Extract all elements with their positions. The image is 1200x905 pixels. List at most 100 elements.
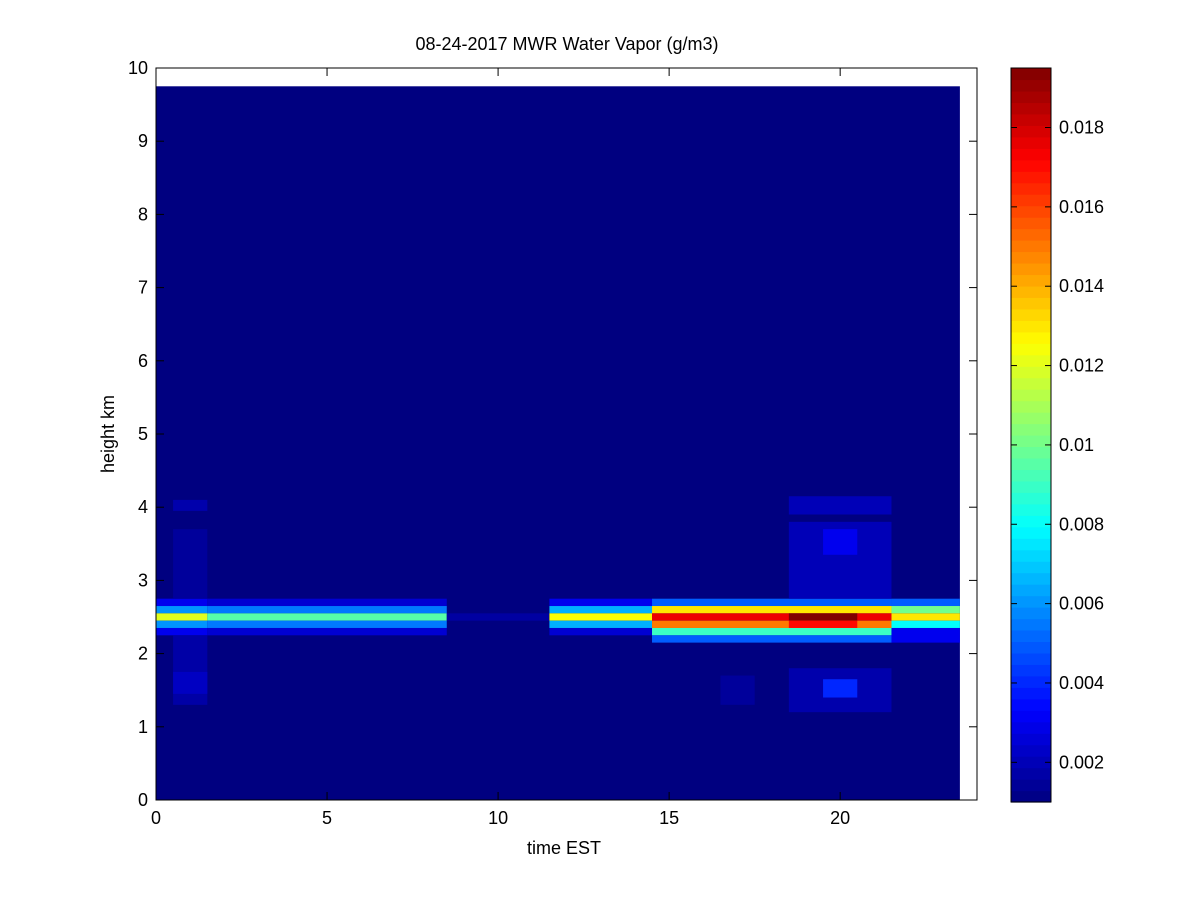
y-tick-label: 5 [138, 424, 148, 444]
heatmap-cell [891, 613, 960, 621]
colorbar-strip [1011, 503, 1051, 516]
colorbar-strip [1011, 698, 1051, 711]
colorbar-strip [1011, 469, 1051, 482]
heatmap-cell [549, 613, 653, 621]
heatmap-cell [549, 627, 653, 636]
colorbar-strip [1011, 205, 1051, 218]
colorbar-strip [1011, 618, 1051, 631]
colorbar-strip [1011, 308, 1051, 321]
colorbar-strip [1011, 779, 1051, 792]
heatmap-cell [156, 613, 208, 621]
colorbar-strip [1011, 68, 1051, 81]
heatmap-cell [652, 613, 892, 621]
colorbar-strip [1011, 733, 1051, 746]
y-tick-label: 8 [138, 204, 148, 224]
colorbar-strip [1011, 240, 1051, 253]
y-tick-label: 0 [138, 790, 148, 810]
heatmap-cell [173, 671, 208, 694]
y-tick-label: 2 [138, 644, 148, 664]
colorbar-strip [1011, 549, 1051, 562]
heatmap-cell [549, 620, 653, 628]
heatmap-cell [156, 627, 208, 636]
colorbar: 0.002 0.004 0.006 0.008 0.01 0.012 0.014 0.016 0… [1010, 67, 1104, 803]
colorbar-strip [1011, 159, 1051, 172]
heatmap-cell [207, 613, 447, 621]
heatmap-cell [652, 598, 892, 607]
colorbar-strip [1011, 457, 1051, 471]
x-tick-label: 0 [151, 808, 161, 828]
y-tick-label: 9 [138, 131, 148, 151]
colorbar-strip [1011, 102, 1051, 115]
colorbar-strip [1011, 171, 1051, 184]
heatmap-cell [173, 499, 208, 511]
colorbar-strip [1011, 561, 1051, 574]
y-axis-label: height km [98, 395, 118, 473]
y-tick-label: 3 [138, 570, 148, 590]
colorbar-strip [1011, 412, 1051, 425]
heatmap-cell [891, 606, 960, 614]
colorbar-strip [1011, 790, 1051, 803]
colorbar-strip [1011, 572, 1051, 585]
colorbar-strip [1011, 136, 1051, 149]
colorbar-strip [1011, 251, 1051, 264]
colorbar-strip [1011, 607, 1051, 620]
heatmap-cell [156, 620, 208, 628]
heatmap-cell [652, 606, 892, 614]
colorbar-strip [1011, 435, 1051, 448]
heatmap-cell [446, 613, 550, 621]
heatmap-cell [207, 627, 447, 636]
plot-axes: 0 5 10 15 20 0 1 2 3 4 5 6 7 8 9 10 [128, 58, 978, 828]
colorbar-strip [1011, 526, 1051, 539]
colorbar-strip [1011, 148, 1051, 161]
y-tick-label: 4 [138, 497, 148, 517]
colorbar-strip [1011, 113, 1051, 126]
colorbar-strip [1011, 331, 1051, 344]
colorbar-tick-label: 0.002 [1059, 752, 1104, 772]
colorbar-strip [1011, 320, 1051, 333]
colorbar-strip [1011, 480, 1051, 493]
heatmap-cell [207, 606, 447, 614]
colorbar-strip [1011, 217, 1051, 230]
colorbar-strip [1011, 629, 1051, 643]
heatmap-cell [652, 627, 892, 636]
chart-title: 08-24-2017 MWR Water Vapor (g/m3) [415, 34, 718, 54]
y-tick-label: 7 [138, 278, 148, 298]
heatmap-cell [652, 635, 892, 643]
colorbar-strip [1011, 675, 1051, 688]
y-tick-label: 10 [128, 58, 148, 78]
heatmap-cell [891, 627, 960, 643]
heatmap-cell [823, 679, 858, 698]
colorbar-strip [1011, 744, 1051, 757]
colorbar-strip [1011, 423, 1051, 436]
colorbar-strip [1011, 400, 1051, 413]
colorbar-strip [1011, 182, 1051, 195]
heatmap-cell [173, 635, 208, 705]
x-tick-label: 10 [488, 808, 508, 828]
colorbar-strip [1011, 538, 1051, 551]
heatmap-cell [207, 598, 447, 607]
colorbar-tick-label: 0.006 [1059, 594, 1104, 614]
colorbar-strip [1011, 285, 1051, 298]
colorbar-strip [1011, 756, 1051, 769]
x-tick-label: 20 [830, 808, 850, 828]
y-tick-label: 1 [138, 717, 148, 737]
colorbar-strip [1011, 641, 1051, 654]
colorbar-tick-label: 0.008 [1059, 514, 1104, 534]
heatmap-cell [788, 613, 858, 621]
heatmap-cells [156, 68, 977, 801]
colorbar-tick-label: 0.016 [1059, 197, 1104, 217]
heatmap-cell [720, 675, 755, 705]
colorbar-strip [1011, 767, 1051, 780]
colorbar-strip [1011, 366, 1051, 379]
heatmap-cell [891, 620, 960, 628]
colorbar-tick-label: 0.014 [1059, 276, 1104, 296]
colorbar-strip [1011, 515, 1051, 528]
colorbar-strip [1011, 492, 1051, 505]
heatmap-cell [156, 598, 208, 607]
x-tick-label: 5 [322, 808, 332, 828]
heatmap-cell [652, 620, 892, 628]
x-axis-label: time EST [527, 838, 601, 858]
colorbar-strip [1011, 652, 1051, 665]
